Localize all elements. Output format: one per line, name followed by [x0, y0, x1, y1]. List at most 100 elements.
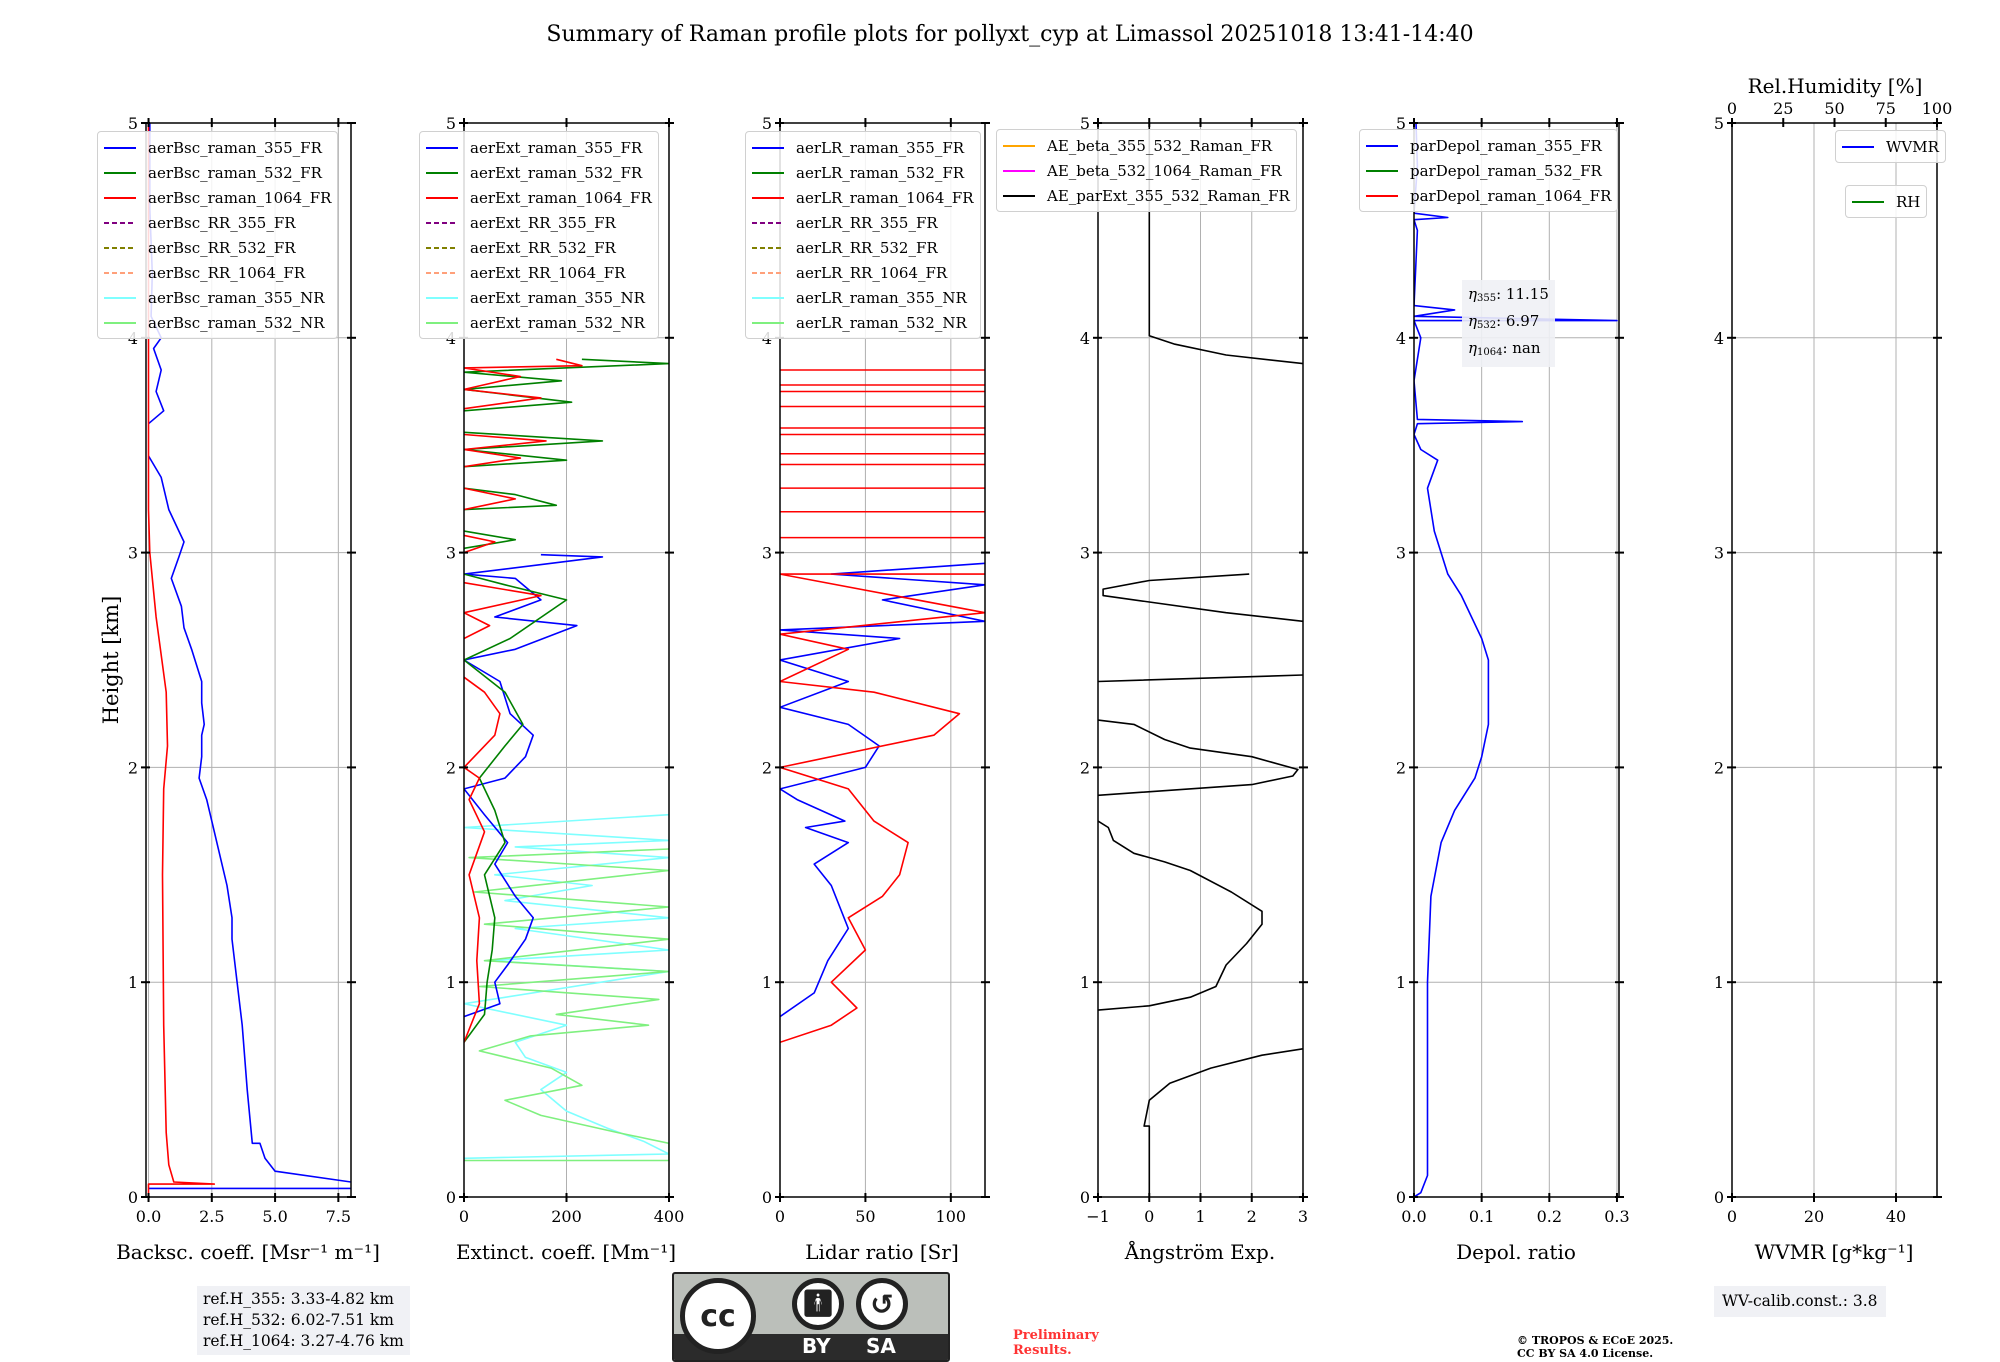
legend-entry: AE_parExt_355_532_Raman_FR [1001, 183, 1290, 208]
x-tick-label: 0.1 [1469, 1207, 1494, 1226]
legend-line-icon [1366, 194, 1398, 197]
rh-tick-label: 25 [1773, 99, 1793, 118]
rh-tick-label: 100 [1922, 99, 1953, 118]
legend-line-icon [752, 296, 784, 299]
x-tick-label: 20 [1804, 1207, 1824, 1226]
y-tick-label: 0 [1714, 1188, 1724, 1207]
y-tick-label: 2 [1714, 758, 1724, 777]
legend-label: aerBsc_RR_1064_FR [148, 263, 306, 282]
sa-label: SA [866, 1334, 896, 1358]
legend-entry: aerLR_raman_532_NR [750, 310, 974, 335]
legend-label: aerExt_raman_532_FR [470, 163, 643, 182]
legend-entry: aerLR_RR_355_FR [750, 210, 974, 235]
y-tick-label: 5 [446, 114, 456, 133]
y-tick-label: 0 [128, 1188, 138, 1207]
wv-calibration-box: WV-calib.const.: 3.8 [1714, 1286, 1886, 1317]
legend-line-icon [752, 271, 784, 274]
legend-label: aerExt_raman_355_FR [470, 138, 643, 157]
y-tick-label: 3 [1714, 544, 1724, 563]
copyright-note: © TROPOS & ECoE 2025. CC BY SA 4.0 Licen… [1517, 1334, 1673, 1360]
legend-line-icon [104, 171, 136, 174]
axes-frame [1413, 122, 1620, 1198]
ref-h-532: ref.H_532: 6.02-7.51 km [203, 1311, 394, 1329]
legend-line-icon [426, 271, 458, 274]
legend-label: aerLR_RR_1064_FR [796, 263, 948, 282]
axes-frame [779, 122, 986, 1198]
legend-line-icon [426, 221, 458, 224]
y-tick-label: 2 [128, 758, 138, 777]
legend-entry: aerLR_raman_355_FR [750, 135, 974, 160]
reference-height-box: ref.H_355: 3.33-4.82 km ref.H_532: 6.02-… [197, 1286, 410, 1355]
legend-label: aerExt_RR_1064_FR [470, 263, 626, 282]
legend-label: aerLR_raman_355_NR [796, 288, 967, 307]
legend-label: aerLR_RR_532_FR [796, 238, 938, 257]
series-aerExt_raman_1064_FR [464, 358, 583, 1043]
legend-entry: aerLR_raman_355_NR [750, 285, 974, 310]
legend-entry: aerExt_RR_1064_FR [424, 260, 652, 285]
eta-value: : 11.15 [1496, 285, 1549, 303]
eta-1064: η1064: nan [1468, 337, 1549, 364]
legend-entry: RH [1850, 189, 1920, 214]
legend-label: aerExt_RR_532_FR [470, 238, 616, 257]
legend-entry: aerExt_raman_355_NR [424, 285, 652, 310]
legend-label: aerBsc_raman_532_FR [148, 163, 322, 182]
x-axis-label-wvmr: WVMR [g*kg⁻¹] [1754, 1240, 1914, 1264]
eta-symbol: η [1468, 339, 1477, 357]
legend-line-icon [752, 171, 784, 174]
eta-sub: 1064 [1477, 347, 1503, 358]
x-tick-label: 5.0 [262, 1207, 287, 1226]
x-tick-label: 50 [855, 1207, 875, 1226]
y-tick-label: 2 [446, 758, 456, 777]
legend-panel-4: parDepol_raman_355_FR parDepol_raman_532_… [1359, 129, 1619, 212]
legend-label: AE_beta_532_1064_Raman_FR [1047, 161, 1282, 180]
legend-entry: AE_beta_532_1064_Raman_FR [1001, 158, 1290, 183]
legend-line-icon [1366, 144, 1398, 147]
license-line: CC BY SA 4.0 License. [1517, 1347, 1654, 1360]
x-tick-label: 100 [936, 1207, 967, 1226]
y-tick-label: 1 [1396, 973, 1406, 992]
y-tick-label: 4 [1714, 329, 1724, 348]
x-tick-label: 3 [1298, 1207, 1308, 1226]
legend-line-icon [426, 196, 458, 199]
y-tick-label: 1 [1714, 973, 1724, 992]
x-tick-label: 0 [459, 1207, 469, 1226]
x-tick-label: 40 [1886, 1207, 1906, 1226]
x-tick-label: 0.3 [1604, 1207, 1629, 1226]
legend-panel-2: aerLR_raman_355_FR aerLR_raman_532_FR aerL… [745, 131, 981, 339]
legend-entry: aerExt_RR_355_FR [424, 210, 652, 235]
legend-line-icon [426, 321, 458, 324]
eta-sub: 355 [1477, 293, 1497, 304]
data-area [464, 358, 669, 1162]
y-tick-label: 1 [128, 973, 138, 992]
legend-label: aerBsc_RR_355_FR [148, 213, 296, 232]
legend-panel-3: AE_beta_355_532_Raman_FR AE_beta_532_1064… [996, 129, 1297, 212]
legend-line-icon [104, 246, 136, 249]
y-tick-label: 1 [762, 973, 772, 992]
x-tick-label: 200 [551, 1207, 582, 1226]
preliminary-results-note: Preliminary Results. [1013, 1328, 1099, 1358]
legend-entry: aerBsc_raman_1064_FR [102, 185, 331, 210]
legend-label: aerLR_raman_355_FR [796, 138, 965, 157]
legend-label: parDepol_raman_355_FR [1410, 136, 1602, 155]
series-aerExt_raman_355_FR [464, 553, 604, 1018]
preliminary-line: Preliminary [1013, 1328, 1099, 1343]
axes-frame [145, 122, 352, 1198]
legend-line-icon [752, 146, 784, 149]
legend-label: aerBsc_RR_532_FR [148, 238, 296, 257]
legend-label: aerBsc_raman_1064_FR [148, 188, 332, 207]
rh-tick-label: 75 [1876, 99, 1896, 118]
x-axis-label-backscatter: Backsc. coeff. [Msr⁻¹ m⁻¹] [116, 1240, 380, 1264]
legend-entry: aerBsc_raman_355_FR [102, 135, 331, 160]
eta-box: η355: 11.15 η532: 6.97 η1064: nan [1462, 280, 1555, 367]
x-axis-label-lidar-ratio: Lidar ratio [Sr] [805, 1240, 959, 1264]
legend-entry: aerLR_raman_1064_FR [750, 185, 974, 210]
legend-entry: aerBsc_RR_532_FR [102, 235, 331, 260]
y-tick-label: 2 [762, 758, 772, 777]
rh-tick-label: 0 [1727, 99, 1737, 118]
y-tick-label: 5 [128, 114, 138, 133]
